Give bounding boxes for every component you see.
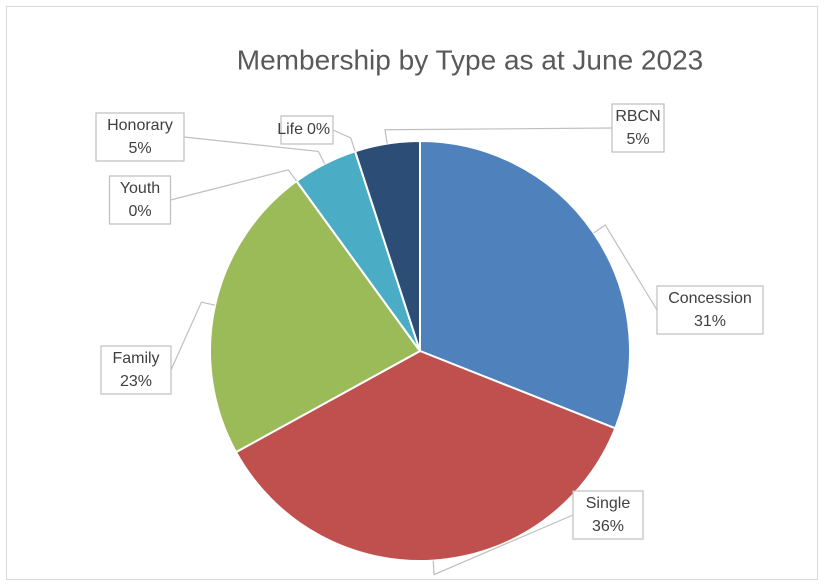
label-box [572, 490, 644, 540]
label-box [95, 112, 185, 162]
leader-line [593, 224, 658, 311]
category-label: RBCN [615, 108, 660, 125]
leader-line [170, 301, 216, 371]
leader-line [332, 129, 356, 152]
label-box [656, 285, 764, 335]
category-label: Single [586, 495, 631, 512]
leader-line [384, 127, 613, 144]
pie-slice [209, 179, 422, 454]
value-label: 31% [694, 313, 726, 330]
category-label: Concession [668, 290, 752, 307]
value-label: 36% [592, 518, 624, 535]
chart-title: Membership by Type as at June 2023 [237, 44, 703, 75]
label-box [108, 175, 172, 225]
label-box [280, 115, 334, 145]
label-box [100, 345, 172, 395]
value-label: 5% [128, 140, 151, 157]
value-label: 5% [626, 131, 649, 148]
category-label: Life [277, 121, 303, 138]
pie-slice [234, 349, 617, 562]
category-label: Youth [120, 180, 160, 197]
value-label: 0% [128, 203, 151, 220]
label-box [611, 103, 665, 153]
leader-line [432, 514, 574, 576]
category-label: Honorary [107, 117, 173, 134]
category-label: Family [112, 350, 159, 367]
leader-line [170, 169, 298, 201]
pie-slice [419, 139, 631, 430]
leader-line [183, 136, 326, 165]
value-label: 23% [120, 373, 152, 390]
value-label: 0% [307, 121, 330, 138]
